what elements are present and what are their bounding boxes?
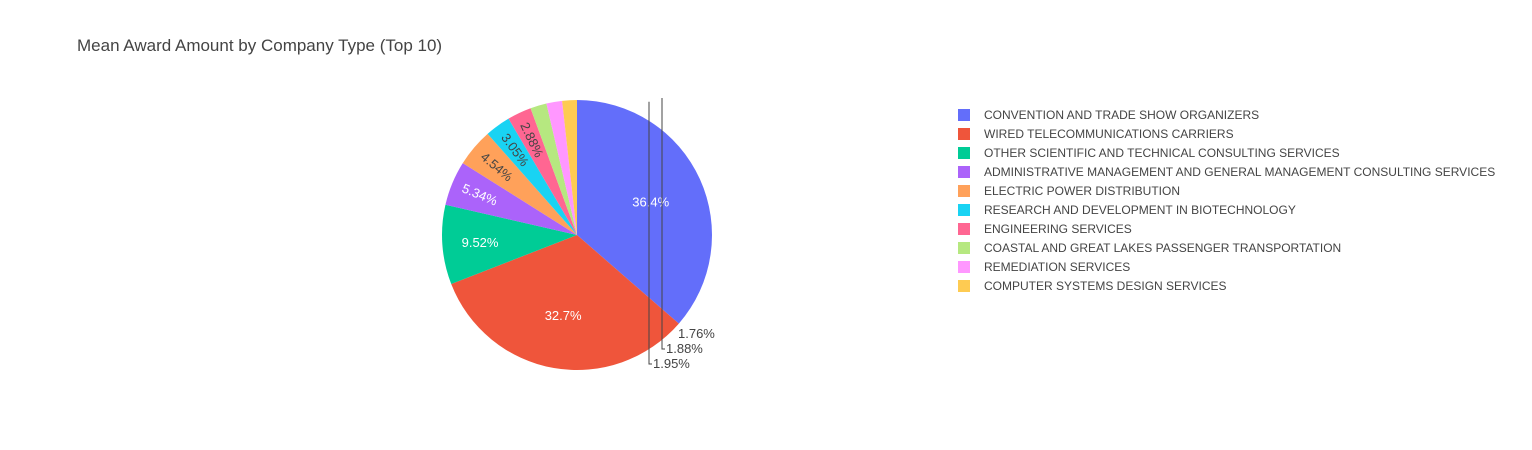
leader-line <box>648 101 652 365</box>
pie-slice[interactable] <box>546 100 577 235</box>
pie-slice[interactable] <box>530 103 577 236</box>
legend-item[interactable]: REMEDIATION SERVICES <box>958 260 1130 274</box>
legend-item[interactable]: WIRED TELECOMMUNICATIONS CARRIERS <box>958 127 1234 141</box>
legend-item[interactable]: ELECTRIC POWER DISTRIBUTION <box>958 184 1180 198</box>
legend-item[interactable]: ADMINISTRATIVE MANAGEMENT AND GENERAL MA… <box>958 165 1495 179</box>
legend-label: COMPUTER SYSTEMS DESIGN SERVICES <box>984 279 1227 293</box>
legend-item[interactable]: CONVENTION AND TRADE SHOW ORGANIZERS <box>958 108 1259 122</box>
legend-item[interactable]: OTHER SCIENTIFIC AND TECHNICAL CONSULTIN… <box>958 146 1340 160</box>
slice-label: 1.76% <box>678 326 715 341</box>
pie-slice[interactable] <box>451 235 679 370</box>
legend-item[interactable]: ENGINEERING SERVICES <box>958 222 1132 236</box>
legend-label: ENGINEERING SERVICES <box>984 222 1132 236</box>
slice-label: 1.88% <box>666 341 703 356</box>
chart-title: Mean Award Amount by Company Type (Top 1… <box>77 36 442 55</box>
pie-slice[interactable] <box>487 118 577 235</box>
legend-swatch <box>958 223 970 235</box>
legend-label: CONVENTION AND TRADE SHOW ORGANIZERS <box>984 108 1259 122</box>
legend-label: COASTAL AND GREAT LAKES PASSENGER TRANSP… <box>984 241 1341 255</box>
legend: CONVENTION AND TRADE SHOW ORGANIZERS WIRE… <box>958 108 1495 293</box>
slice-label: 9.52% <box>462 235 499 250</box>
pie-slice[interactable] <box>445 163 577 235</box>
legend-item[interactable]: COASTAL AND GREAT LAKES PASSENGER TRANSP… <box>958 241 1341 255</box>
pie-slice[interactable] <box>562 100 577 235</box>
legend-label: RESEARCH AND DEVELOPMENT IN BIOTECHNOLOG… <box>984 203 1296 217</box>
legend-swatch <box>958 185 970 197</box>
leader-line <box>661 97 665 350</box>
legend-swatch <box>958 147 970 159</box>
slice-label: 32.7% <box>545 308 582 323</box>
pie-slice[interactable] <box>442 204 577 285</box>
legend-item[interactable]: COMPUTER SYSTEMS DESIGN SERVICES <box>958 279 1227 293</box>
legend-label: ADMINISTRATIVE MANAGEMENT AND GENERAL MA… <box>984 165 1495 179</box>
legend-swatch <box>958 242 970 254</box>
pie-slice[interactable] <box>508 108 577 235</box>
slice-label: 36.4% <box>632 194 669 209</box>
pie-slice[interactable] <box>577 100 712 324</box>
legend-swatch <box>958 128 970 140</box>
legend-label: OTHER SCIENTIFIC AND TECHNICAL CONSULTIN… <box>984 146 1340 160</box>
legend-swatch <box>958 166 970 178</box>
legend-label: REMEDIATION SERVICES <box>984 260 1130 274</box>
legend-swatch <box>958 280 970 292</box>
legend-swatch <box>958 204 970 216</box>
legend-label: WIRED TELECOMMUNICATIONS CARRIERS <box>984 127 1234 141</box>
pie-slices <box>442 100 712 370</box>
legend-label: ELECTRIC POWER DISTRIBUTION <box>984 184 1180 198</box>
pie-slice[interactable] <box>462 133 577 235</box>
slice-label: 1.95% <box>653 356 690 371</box>
legend-item[interactable]: RESEARCH AND DEVELOPMENT IN BIOTECHNOLOG… <box>958 203 1296 217</box>
legend-swatch <box>958 261 970 273</box>
legend-swatch <box>958 109 970 121</box>
